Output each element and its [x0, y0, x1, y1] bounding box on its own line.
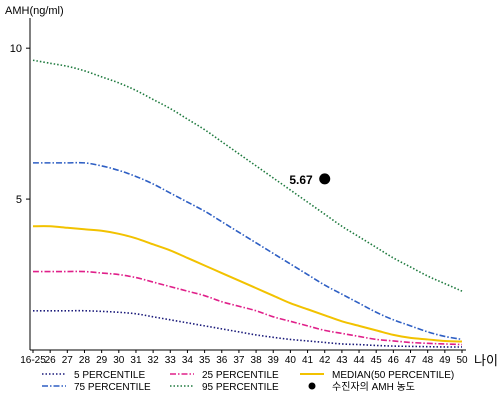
legend-label: 5 PERCENTILE — [74, 370, 145, 381]
x-tick-label: 48 — [422, 355, 434, 366]
y-tick-label: 10 — [10, 43, 22, 55]
legend-label: MEDIAN(50 PERCENTILE) — [332, 370, 454, 381]
x-tick-label: 46 — [388, 355, 400, 366]
x-tick-label: 36 — [216, 355, 228, 366]
series-line-75-percentile — [32, 161, 463, 341]
x-tick-label: 40 — [285, 355, 297, 366]
x-tick-label: 28 — [79, 355, 91, 366]
legend: 5 PERCENTILE 25 PERCENTILE MEDIAN(50 PERCE… — [42, 370, 454, 393]
series-lines — [32, 59, 463, 348]
x-axis-label: 나이 — [474, 353, 498, 368]
x-tick-label: 29 — [96, 355, 108, 366]
legend-label: 75 PERCENTILE — [74, 382, 151, 393]
x-tick-label: 49 — [439, 355, 451, 366]
legend-label: 95 PERCENTILE — [202, 382, 279, 393]
series-line-5-percentile — [33, 309, 463, 348]
x-tick-label: 31 — [130, 355, 142, 366]
x-tick-label: 47 — [405, 355, 417, 366]
patient-amh-value-label: 5.67 — [289, 173, 313, 187]
legend-label: 수진자의 AMH 농도 — [332, 381, 415, 393]
series-line-median-50-percentile- — [32, 225, 463, 343]
x-tick-label: 44 — [353, 355, 365, 366]
x-tick-label: 35 — [199, 355, 211, 366]
x-tick-label: 33 — [165, 355, 177, 366]
x-tick-label: 16-25 — [20, 355, 46, 366]
x-tick-label: 32 — [148, 355, 160, 366]
x-tick-label: 43 — [336, 355, 348, 366]
patient-marker: 5.67 — [289, 173, 331, 187]
series-line-95-percentile — [32, 59, 463, 292]
x-tick-label: 42 — [319, 355, 331, 366]
x-tick-label: 50 — [456, 355, 468, 366]
x-tick-label: 34 — [182, 355, 194, 366]
x-tick-label: 27 — [62, 355, 74, 366]
x-tick-label: 45 — [371, 355, 383, 366]
x-tick-label: 38 — [251, 355, 263, 366]
patient-amh-point — [319, 173, 331, 185]
x-tick-label: 26 — [45, 355, 57, 366]
x-tick-label: 41 — [302, 355, 314, 366]
y-axis-label: AMH(ng/ml) — [5, 5, 64, 17]
series-line-25-percentile — [33, 270, 463, 346]
x-tick-label: 39 — [268, 355, 280, 366]
y-tick-label: 5 — [16, 194, 22, 206]
legend-label: 25 PERCENTILE — [202, 370, 279, 381]
legend-swatch — [308, 382, 316, 390]
x-tick-label: 30 — [113, 355, 125, 366]
x-tick-label: 37 — [233, 355, 245, 366]
